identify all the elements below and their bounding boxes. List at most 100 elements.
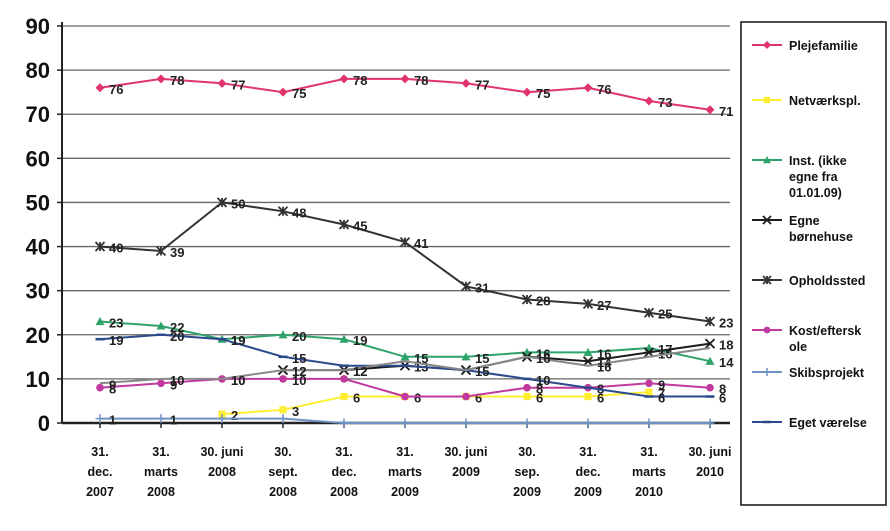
data-label: 8 (719, 382, 726, 397)
x-tick-label: sep. (514, 465, 539, 479)
series-eget-v-relse: 19 20 19 15 10 6 6 (95, 329, 726, 406)
y-tick-label: 20 (26, 323, 50, 348)
data-point-marker (462, 392, 470, 401)
x-tick-label: 2009 (574, 485, 602, 499)
data-point-marker (582, 298, 594, 310)
data-point-marker (339, 334, 349, 343)
data-label: 41 (414, 236, 428, 251)
x-tick-label: dec. (331, 465, 356, 479)
data-point-marker (461, 78, 471, 88)
data-point-marker (217, 414, 227, 424)
legend-label: Netværkspl. (789, 94, 861, 108)
data-label: 76 (109, 82, 123, 97)
data-label: 9 (658, 377, 665, 392)
x-tick-label: 2009 (452, 465, 480, 479)
legend-label: Skibsprojekt (789, 366, 865, 380)
legend-box (740, 21, 887, 506)
data-label: 12 (353, 364, 367, 379)
x-tick-label: 30. juni (444, 445, 487, 459)
data-point-marker (582, 356, 594, 367)
x-tick-label: 31. (152, 445, 169, 459)
series-line (99, 347, 711, 385)
data-point-marker (279, 406, 287, 414)
legend-item: Netværkspl. (752, 94, 861, 108)
data-point-marker (522, 418, 532, 428)
legend-item: Opholdssted (752, 274, 865, 288)
legend-label: Opholdssted (789, 274, 865, 288)
data-label: 31 (475, 280, 489, 295)
data-point-marker (705, 105, 715, 115)
data-point-marker (95, 414, 105, 424)
data-label: 28 (536, 293, 550, 308)
x-tick-label: dec. (575, 465, 600, 479)
data-point-marker (401, 392, 409, 401)
data-label: 71 (719, 104, 733, 119)
data-label: 12 (292, 364, 306, 379)
x-tick-label: 2010 (635, 485, 663, 499)
data-label: 19 (109, 333, 123, 348)
data-label: 15 (475, 351, 489, 366)
data-label: 10 (170, 373, 184, 388)
data-point-marker (644, 96, 654, 106)
data-point-marker (763, 326, 771, 334)
data-label: 78 (353, 73, 367, 88)
x-tick-label: 30. juni (200, 445, 243, 459)
data-label: 23 (109, 316, 123, 331)
data-point-marker (461, 352, 471, 361)
data-point-marker (338, 219, 350, 230)
data-label: 20 (292, 329, 306, 344)
data-label: 27 (597, 298, 611, 313)
data-label: 6 (719, 391, 726, 406)
y-tick-label: 80 (26, 58, 50, 83)
data-label: 77 (231, 77, 245, 92)
data-label: 50 (231, 196, 245, 211)
data-label: 9 (170, 377, 177, 392)
x-tick-label: marts (388, 465, 422, 479)
data-point-marker (762, 275, 772, 285)
x-tick-label: 31. (335, 445, 352, 459)
x-tick-label: 2008 (269, 485, 297, 499)
data-point-marker (704, 338, 716, 349)
data-point-marker (763, 156, 771, 164)
data-point-marker (706, 383, 714, 392)
data-point-marker (278, 414, 288, 424)
data-point-marker (399, 237, 411, 248)
x-tick-label: 30. juni (688, 445, 731, 459)
data-label: 48 (292, 205, 306, 220)
data-point-marker (400, 74, 410, 84)
data-point-marker (521, 294, 533, 305)
data-point-marker (763, 41, 771, 49)
data-label: 12 (292, 364, 306, 379)
data-label: 8 (536, 382, 543, 397)
data-point-marker (340, 375, 348, 383)
legend-label: egne fra (789, 170, 839, 184)
data-label: 10 (231, 373, 245, 388)
data-point-marker (94, 241, 106, 252)
data-point-marker (762, 215, 772, 225)
x-tick-label: sept. (268, 465, 297, 479)
legend-label: Eget værelse (789, 416, 867, 430)
data-point-marker (155, 245, 167, 257)
legend-item: Plejefamilie (752, 39, 858, 53)
y-tick-label: 30 (26, 279, 50, 304)
data-point-marker (279, 375, 287, 383)
data-point-marker (157, 379, 165, 388)
y-tick-label: 0 (38, 411, 50, 436)
data-label: 20 (170, 329, 184, 344)
data-label: 7 (658, 386, 665, 401)
x-tick-label: 2009 (391, 485, 419, 499)
data-label: 78 (170, 73, 184, 88)
data-label: 16 (536, 351, 550, 366)
legend-item: Skibsprojekt (752, 366, 865, 380)
x-tick-label: 2008 (330, 485, 358, 499)
data-label: 6 (414, 391, 421, 406)
y-tick-label: 70 (26, 102, 50, 127)
legend-label: børnehuse (789, 230, 853, 244)
data-label: 45 (353, 219, 367, 234)
data-point-marker (644, 418, 654, 428)
data-point-marker (400, 352, 410, 361)
x-tick-label: 30. (518, 445, 535, 459)
x-tick-label: dec. (87, 465, 112, 479)
